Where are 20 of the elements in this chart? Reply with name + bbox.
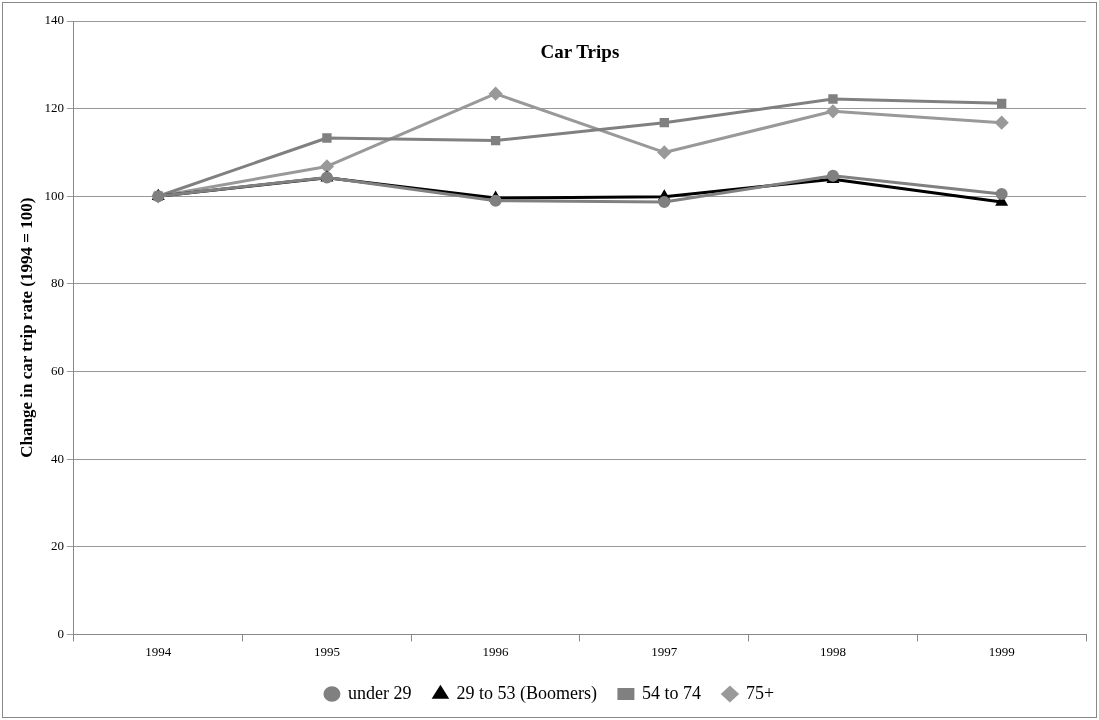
y-tick-label: 120	[44, 100, 64, 116]
legend-label: 54 to 74	[641, 682, 701, 703]
text: Car Trips	[540, 40, 620, 62]
x-tick-label: 1995	[313, 643, 340, 659]
x-tick-label: 1998	[819, 643, 846, 659]
legend-label: under 29	[347, 682, 412, 703]
y-axis-title: Change in car trip rate (1994 = 100)	[16, 197, 36, 458]
y-tick-label: 20	[50, 538, 64, 554]
y-tick-label: 60	[50, 362, 64, 378]
x-tick-label: 1999	[988, 643, 1015, 659]
y-tick-label: 140	[44, 12, 64, 28]
legend-label: 75+	[745, 682, 775, 703]
y-tick-label: 80	[50, 275, 64, 291]
y-tick-label: 0	[57, 625, 64, 641]
x-tick-label: 1996	[482, 643, 510, 659]
y-tick-label: 40	[50, 450, 64, 466]
x-tick-label: 1994	[145, 643, 172, 659]
y-tick-label: 100	[44, 187, 64, 203]
x-tick-label: 1997	[651, 643, 678, 659]
legend-label: 29 to 53 (Boomers)	[456, 682, 597, 704]
